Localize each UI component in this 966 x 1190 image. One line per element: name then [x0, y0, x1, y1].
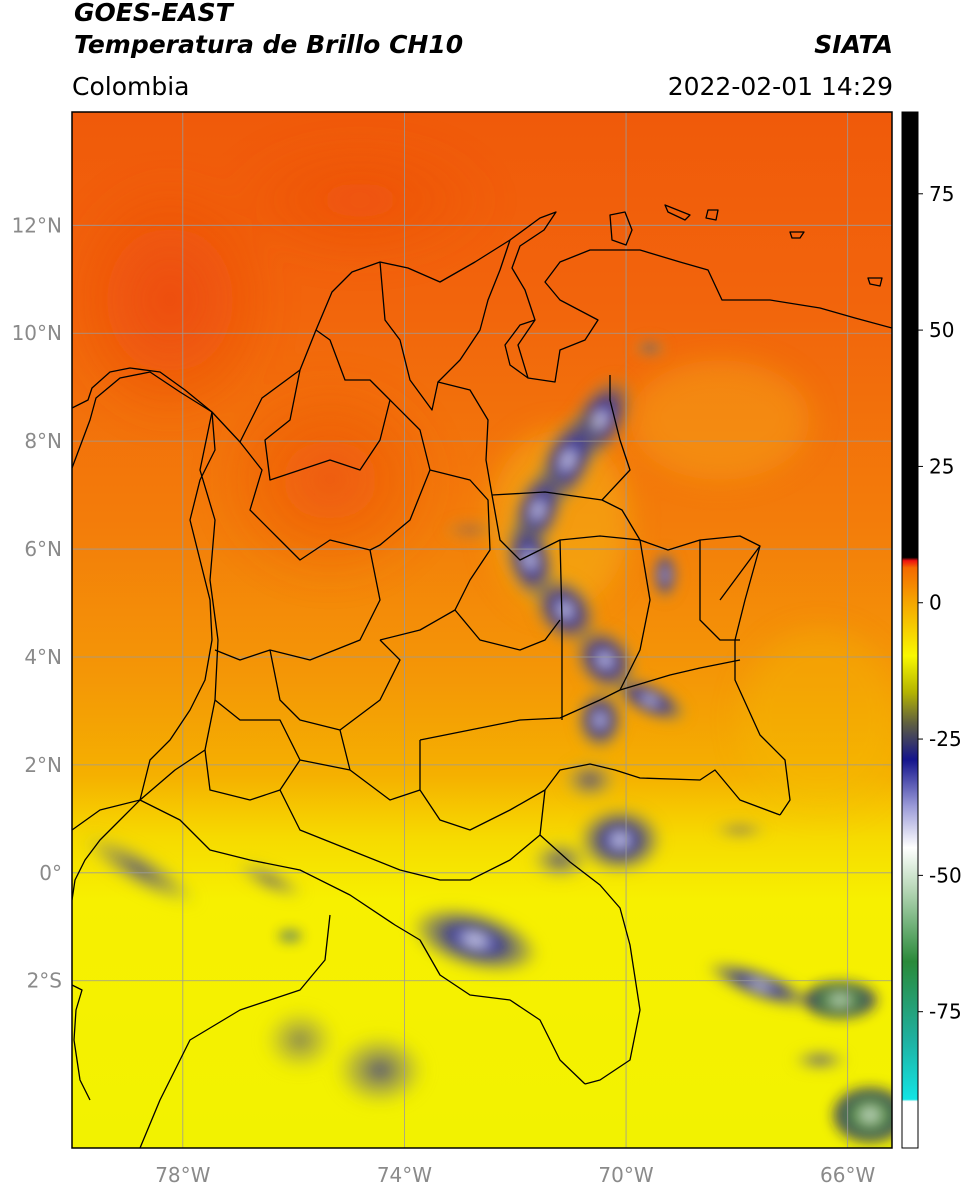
agency-label: SIATA [814, 30, 893, 59]
longitude-tick-label: 78°W [155, 1163, 210, 1187]
latitude-tick-label: 4°N [24, 645, 62, 669]
pacific-coast [139, 411, 216, 801]
venezuela-border [437, 239, 791, 816]
internal-boundary [299, 759, 351, 771]
political-boundaries [72, 204, 892, 1148]
panama-coast [72, 367, 213, 413]
venezuela-internal [699, 540, 740, 641]
ecuador-coast [72, 799, 141, 901]
latitude-tick-label: 8°N [24, 429, 62, 453]
colorbar-tick-label: -75 [929, 1000, 962, 1024]
latitude-tick-label: 2°N [24, 753, 62, 777]
island-coast [705, 209, 719, 221]
internal-boundary [559, 539, 563, 720]
colorbar-tick-label: 50 [929, 318, 954, 342]
internal-boundary [379, 261, 439, 411]
internal-boundary [491, 494, 641, 561]
peru-ecuador-border [72, 799, 586, 1085]
internal-boundary [204, 699, 301, 801]
island-coast [867, 277, 883, 287]
peru-inner-border [139, 914, 331, 1148]
longitude-tick-label: 74°W [377, 1163, 432, 1187]
longitude-tick-label: 66°W [820, 1163, 875, 1187]
internal-boundary [454, 609, 561, 651]
latitude-tick-label: 12°N [12, 213, 62, 237]
latitude-tick-label: 10°N [12, 321, 62, 345]
latitude-tick-label: 0° [39, 861, 62, 885]
colorbar [902, 112, 918, 1148]
maracaibo-coast [504, 319, 536, 379]
island-coast [789, 231, 805, 239]
internal-boundary [719, 545, 761, 601]
map-frame [71, 111, 893, 1149]
internal-boundary [139, 411, 219, 801]
venezuela-internal [619, 539, 651, 691]
colorbar-tick-label: -25 [929, 727, 962, 751]
datetime-label: 2022-02-01 14:29 [667, 72, 893, 101]
internal-boundary [339, 729, 421, 801]
colorbar-tick-label: 75 [929, 182, 954, 206]
region-label: Colombia [72, 72, 190, 101]
latitude-tick-label: 6°N [24, 537, 62, 561]
latitude-ticks: 12°N 10°N 8°N 6°N 4°N 2°N 0° 2°S [12, 213, 62, 992]
colorbar-tick-label: 25 [929, 454, 954, 478]
brazil-border [539, 763, 781, 1085]
peru-coast [72, 984, 91, 1101]
island-coast [664, 204, 691, 221]
aruba-curacao-coast [609, 211, 633, 246]
longitude-tick-label: 70°W [598, 1163, 653, 1187]
internal-boundary [419, 659, 741, 741]
cloud-band [78, 338, 892, 1145]
colorbar-ticks: 75 50 25 0 -25 -50 -75 [918, 182, 962, 1024]
satellite-title: GOES-EAST [74, 0, 233, 27]
internal-boundary [379, 469, 491, 641]
latitude-tick-label: 2°S [27, 969, 62, 993]
colorbar-tick-label: -50 [929, 863, 962, 887]
product-title: Temperatura de Brillo CH10 [74, 30, 464, 59]
colorbar-tick-label: 0 [929, 591, 942, 615]
graticule [72, 112, 892, 1148]
internal-boundary [369, 399, 431, 551]
colorbar-frame [901, 111, 919, 1149]
venezuela-internal [601, 375, 631, 501]
internal-boundary [264, 329, 391, 481]
internal-boundary [419, 740, 546, 831]
internal-boundary [279, 789, 541, 881]
longitude-ticks: 78°W 74°W 70°W 66°W [155, 1163, 875, 1187]
